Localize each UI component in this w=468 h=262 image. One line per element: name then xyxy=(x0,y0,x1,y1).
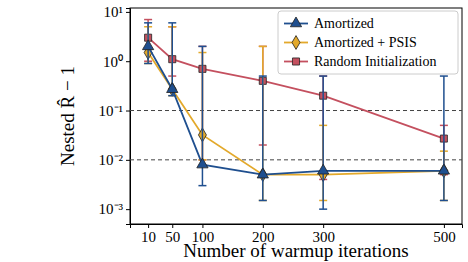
x-tick-mark xyxy=(263,224,264,228)
y-tick-label: 10⁻² xyxy=(99,152,124,168)
series-marker xyxy=(438,164,449,174)
x-tick: 10 xyxy=(141,224,156,245)
y-tick-label: 10⁻³ xyxy=(99,201,124,217)
x-tick-mark xyxy=(202,224,203,228)
legend-entry: Amortized xyxy=(284,16,374,31)
x-tick-label: 10 xyxy=(141,229,156,245)
plot-area xyxy=(130,20,462,210)
y-tick-label: 10⁻¹ xyxy=(99,103,124,119)
series xyxy=(144,20,448,180)
x-tick-label: 500 xyxy=(433,229,456,245)
x-tick: 500 xyxy=(433,224,456,245)
x-axis-title: Number of warmup iterations xyxy=(183,240,408,261)
legend-marker xyxy=(292,58,299,65)
y-tick: 10⁰ xyxy=(103,54,130,70)
x-tick-mark xyxy=(323,224,324,228)
error-bar-line xyxy=(322,76,324,209)
legend-label: Amortized + PSIS xyxy=(314,35,417,50)
legend-marker xyxy=(290,17,301,27)
x-tick-mark xyxy=(148,224,149,228)
legend-label: Amortized xyxy=(314,16,374,31)
error-bar-cap xyxy=(440,75,448,77)
error-bar-cap xyxy=(259,200,267,202)
legend: Amortized Amortized + PSIS Random Initiali… xyxy=(278,11,458,74)
x-tick-label: 50 xyxy=(165,229,180,245)
y-tick-mark xyxy=(126,61,130,62)
legend-label: Random Initialization xyxy=(314,54,436,69)
error-bar-cap xyxy=(198,46,206,48)
error-bar-cap xyxy=(259,46,267,48)
series-marker xyxy=(167,83,178,93)
reference-line xyxy=(130,159,462,160)
error-bar xyxy=(319,76,327,209)
error-bar-cap xyxy=(144,63,152,65)
y-tick: 10¹ xyxy=(104,4,131,20)
legend-entry: Random Initialization xyxy=(284,54,436,69)
error-bar-cap xyxy=(198,46,206,48)
error-bar-cap xyxy=(168,22,176,24)
error-bar xyxy=(259,76,267,200)
error-bar xyxy=(440,76,448,200)
y-tick-mark xyxy=(126,12,130,13)
legend-box xyxy=(278,11,458,74)
y-tick: 10⁻³ xyxy=(99,201,131,217)
x-tick-mark xyxy=(444,224,445,228)
y-tick-label: 10¹ xyxy=(104,4,124,20)
series-marker xyxy=(318,164,329,174)
x-tick: 50 xyxy=(165,224,180,245)
y-tick-mark xyxy=(126,209,130,210)
error-bar-cap xyxy=(319,75,327,77)
series-marker xyxy=(257,168,268,178)
y-tick-mark xyxy=(126,111,130,112)
legend-entry: Amortized + PSIS xyxy=(284,35,417,50)
plot-frame xyxy=(130,8,462,224)
y-tick: 10⁻² xyxy=(99,152,131,168)
series-marker xyxy=(197,158,208,168)
x-tick-mark xyxy=(172,224,173,228)
error-bar-cap xyxy=(259,200,267,202)
series-marker xyxy=(142,40,153,50)
error-bar-cap xyxy=(144,63,152,65)
error-bar-cap xyxy=(319,75,327,77)
error-bar-cap xyxy=(198,185,206,187)
x-axis-line xyxy=(131,225,463,229)
error-bar-cap xyxy=(144,22,152,24)
error-bar-cap xyxy=(440,200,448,202)
error-bar-line xyxy=(443,76,445,200)
y-axis: 10⁻³ 10⁻² 10⁻¹ 10⁰ 10¹ xyxy=(99,4,131,224)
y-tick-mark xyxy=(126,160,130,161)
error-bar-cap xyxy=(259,75,267,77)
legend-marker xyxy=(292,36,300,50)
error-bar-cap xyxy=(144,19,152,21)
error-bar-cap xyxy=(319,208,327,210)
error-bar-cap xyxy=(259,46,267,48)
error-bar-line xyxy=(262,76,264,200)
y-tick: 10⁻¹ xyxy=(99,103,131,119)
y-tick-label: 10⁰ xyxy=(103,54,123,70)
y-axis-line xyxy=(126,9,131,225)
chart: 105010020030050010⁻³10⁻²10⁻¹10⁰10¹Number… xyxy=(0,0,468,262)
y-axis-title: Nested R̂ − 1 xyxy=(57,66,78,166)
error-bar-cap xyxy=(440,200,448,202)
